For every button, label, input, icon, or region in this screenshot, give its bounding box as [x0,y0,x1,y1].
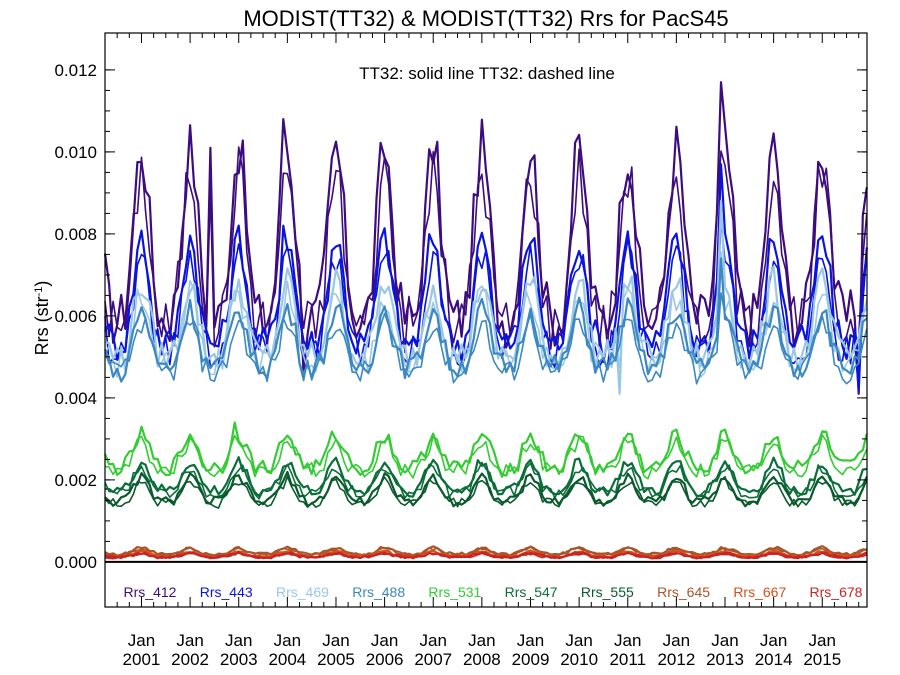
x-tick-month: Jan [468,631,495,650]
x-tick-year: 2003 [220,650,258,669]
series-line-rrs-645 [104,545,867,557]
series-line-rrs-547-secondary [104,461,868,500]
y-tick-label: 0.008 [54,225,97,244]
x-tick-month: Jan [225,631,252,650]
x-tick-year: 2009 [512,650,550,669]
x-tick-month: Jan [711,631,738,650]
legend-entry-rrs-667: Rrs_667 [733,584,786,600]
x-tick-month: Jan [176,631,203,650]
legend-entry-rrs-469: Rrs_469 [276,584,329,600]
x-tick-year: 2014 [755,650,793,669]
x-tick-year: 2002 [171,650,209,669]
y-tick-label: 0.006 [54,307,97,326]
x-tick-year: 2004 [268,650,306,669]
x-tick-month: Jan [274,631,301,650]
legend-entry-rrs-412: Rrs_412 [124,584,177,600]
legend-entry-rrs-547: Rrs_547 [505,584,558,600]
x-tick-month: Jan [663,631,690,650]
series-line-rrs-443 [104,163,868,391]
annotation-text: TT32: solid line TT32: dashed line [359,64,615,83]
svg-text:Rrs (str-1): Rrs (str-1) [32,281,52,356]
chart-title: MODIST(TT32) & MODIST(TT32) Rrs for PacS… [243,6,728,31]
legend: Rrs_412 Rrs_443 Rrs_469 Rrs_488 Rrs_531 Rrs_5… [124,584,863,600]
y-tick-label: 0.002 [54,471,97,490]
legend-entry-rrs-531: Rrs_531 [428,584,481,600]
x-tick-year: 2006 [366,650,404,669]
series-line-rrs-488-secondary [104,292,868,385]
x-tick-month: Jan [371,631,398,650]
legend-entry-rrs-488: Rrs_488 [352,584,405,600]
y-tick-label: 0.012 [54,61,97,80]
plot-frame [104,32,868,608]
y-tick-label: 0.010 [54,143,97,162]
y-axis-label-sup: -1 [33,287,45,297]
legend-entry-rrs-645: Rrs_645 [657,584,710,600]
x-tick-year: 2008 [463,650,501,669]
series-layer [103,81,868,560]
y-tick-label: 0.004 [54,389,97,408]
x-tick-month: Jan [614,631,641,650]
series-line-rrs-412-secondary [104,146,868,354]
ticks-layer: 0.0000.0020.0040.0060.0080.0100.012Jan20… [54,33,867,669]
series-line-rrs-555 [104,470,868,508]
x-tick-month: Jan [517,631,544,650]
x-tick-year: 2001 [123,650,161,669]
x-tick-month: Jan [420,631,447,650]
x-tick-month: Jan [809,631,836,650]
x-tick-year: 2015 [803,650,841,669]
x-tick-year: 2007 [414,650,452,669]
series-line-rrs-412 [103,81,868,395]
x-tick-year: 2005 [317,650,355,669]
x-tick-year: 2013 [706,650,744,669]
x-tick-year: 2011 [609,650,646,669]
series-line-rrs-469 [104,200,868,395]
series-line-rrs-531 [103,421,868,477]
series-line-rrs-678 [104,550,868,560]
x-tick-year: 2010 [560,650,598,669]
y-axis-label-tail: ) [32,281,52,287]
legend-entry-rrs-555: Rrs_555 [581,584,634,600]
x-tick-month: Jan [565,631,592,650]
series-line-rrs-531-secondary [104,434,868,480]
x-tick-year: 2012 [657,650,695,669]
y-axis-label-main: Rrs (str [32,296,52,355]
legend-entry-rrs-443: Rrs_443 [200,584,253,600]
x-tick-month: Jan [760,631,787,650]
x-tick-month: Jan [128,631,155,650]
legend-entry-rrs-678: Rrs_678 [810,584,863,600]
y-tick-label: 0.000 [54,553,97,572]
x-tick-month: Jan [322,631,349,650]
y-axis-label: Rrs (str-1) [32,281,52,356]
series-line-rrs-547 [104,456,867,498]
series-line-rrs-488 [103,257,868,383]
